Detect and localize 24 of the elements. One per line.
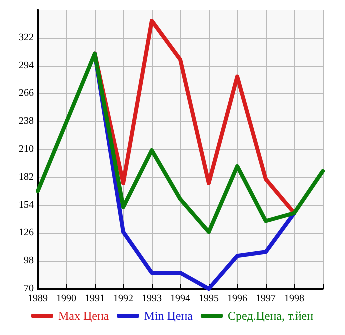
y-tick-label: 238 [19,116,34,128]
y-tick-label: 98 [24,256,34,267]
x-tick-label: 1997 [256,294,276,304]
legend-label: Max Цена [58,309,110,323]
x-tick-label: 1991 [85,294,105,304]
x-tick-label: 1989 [28,294,48,304]
y-tick-label: 70 [24,284,34,294]
y-tick-label: 322 [19,32,34,44]
y-tick-label: 182 [19,172,34,183]
x-tick-label: 1995 [199,294,219,304]
legend-label: Min Цена [144,309,194,323]
y-tick-label: 154 [19,200,34,211]
line-series [36,52,325,234]
y-tick-label: 126 [19,228,34,239]
y-tick-label: 294 [19,60,34,72]
x-tick-label: 1996 [228,294,248,304]
legend-label: Сред.Цена, т.йен [228,309,314,323]
y-tick-label: 210 [19,144,34,155]
x-tick-label: 1992 [114,294,134,304]
x-tick-label: 1993 [142,294,162,304]
x-tick-label: 1994 [170,294,190,304]
x-tick-label: 1990 [56,294,76,304]
x-tick-label: 1998 [284,294,304,304]
y-tick-label: 266 [19,88,34,100]
